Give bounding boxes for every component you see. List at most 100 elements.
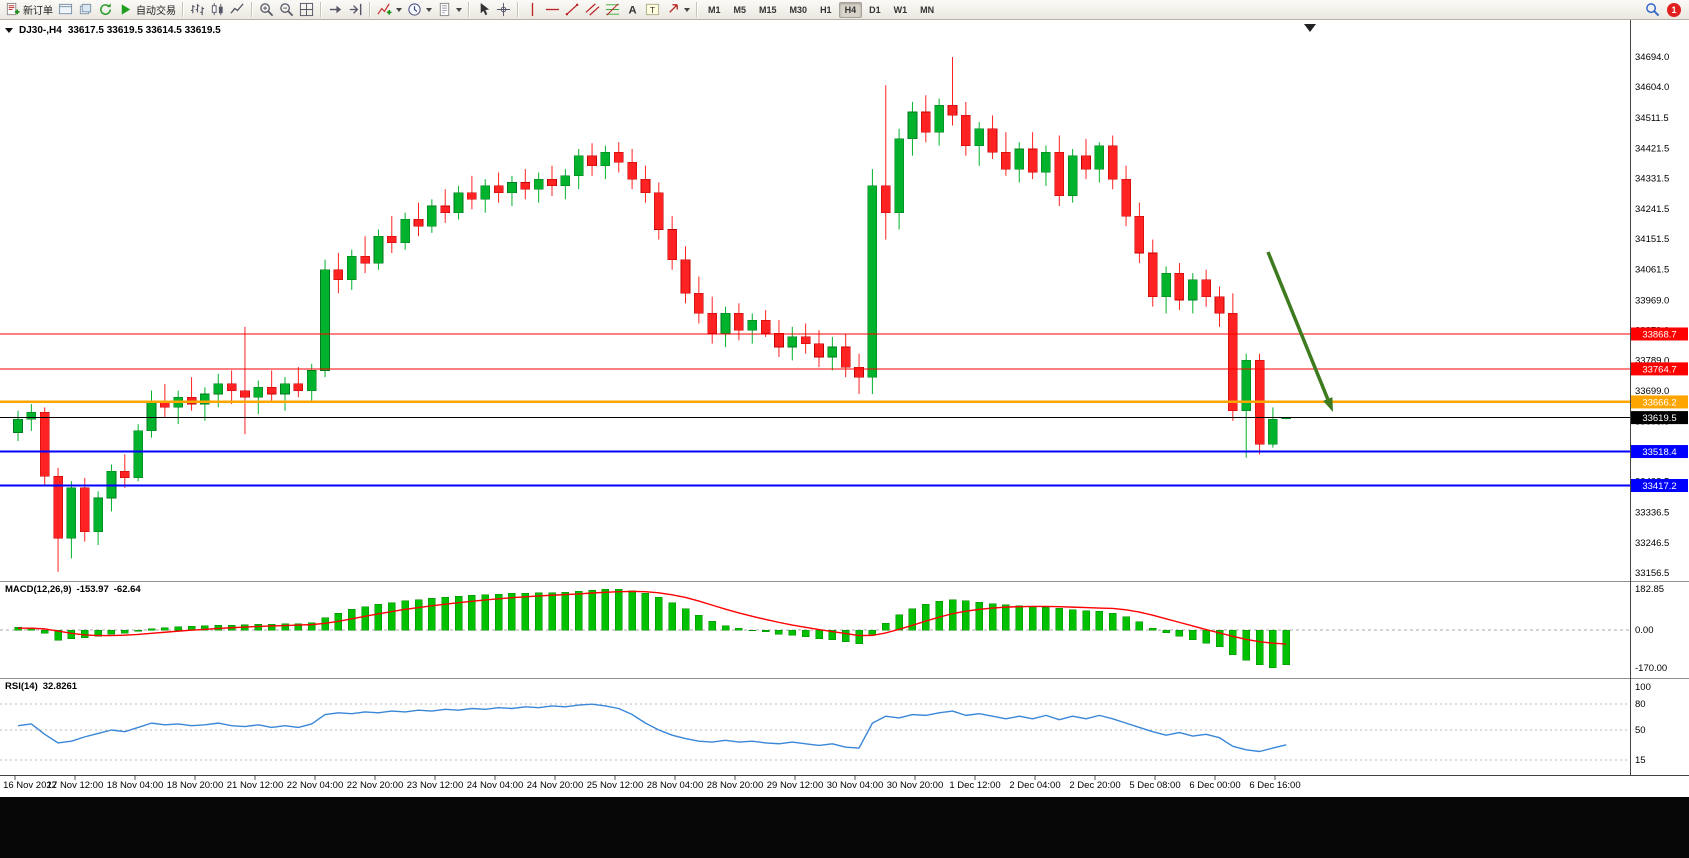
- time-axis-label: 6 Dec 00:00: [1189, 780, 1240, 791]
- macd-histogram-bar: [1082, 610, 1090, 631]
- candle: [787, 336, 798, 348]
- time-axis-label: 25 Nov 12:00: [587, 780, 644, 791]
- macd-histogram-bar: [882, 623, 890, 631]
- macd-histogram-bar: [481, 594, 489, 631]
- macd-histogram-bar: [67, 629, 76, 640]
- clock-icon: [408, 3, 421, 16]
- search-icon: [1646, 3, 1660, 17]
- price-tick-label: 34694.0: [1635, 52, 1669, 63]
- toolbar-text-label-button[interactable]: T: [643, 1, 662, 19]
- toolbar-separator: [517, 2, 519, 17]
- time-axis-label: 22 Nov 04:00: [287, 780, 344, 791]
- candle: [240, 390, 250, 398]
- toolbar-line-chart-button[interactable]: [228, 1, 247, 19]
- candle: [39, 412, 50, 477]
- toolbar-refresh-button[interactable]: [96, 1, 115, 19]
- timeframe-button-d1[interactable]: D1: [869, 4, 881, 15]
- hline-icon: [545, 8, 560, 11]
- price-tick-label: 34511.5: [1635, 113, 1669, 124]
- candle: [1001, 152, 1011, 170]
- candle: [1214, 296, 1225, 314]
- time-axis-label: 28 Nov 04:00: [647, 780, 704, 791]
- toolbar-cursor-button[interactable]: [474, 1, 493, 19]
- timeframe-button-h1[interactable]: H1: [820, 4, 832, 15]
- notification-badge[interactable]: 1: [1667, 2, 1681, 17]
- timeframe-button-m30[interactable]: M30: [789, 4, 808, 15]
- macd-histogram-bar: [721, 625, 730, 631]
- toolbar-market-watch-button[interactable]: [76, 1, 95, 19]
- toolbar-templates-button[interactable]: [435, 1, 464, 19]
- toolbar-bar-chart-button[interactable]: [188, 1, 207, 19]
- toolbar-chart-shift-button[interactable]: [346, 1, 365, 19]
- candle: [1027, 148, 1038, 173]
- macd-histogram-bar: [1175, 629, 1184, 637]
- macd-histogram-bar: [775, 629, 783, 635]
- candle: [653, 192, 664, 230]
- time-axis-label: 6 Dec 16:00: [1249, 780, 1300, 791]
- timeframe-button-w1[interactable]: W1: [893, 4, 908, 15]
- toolbar-candlestick-chart-button[interactable]: [208, 1, 227, 19]
- candle: [1201, 279, 1211, 297]
- toolbar-equidistant-channel-button[interactable]: [583, 1, 602, 19]
- macd-axis-label: -170.00: [1635, 663, 1667, 674]
- timeframe-button-m1[interactable]: M1: [708, 4, 721, 15]
- candle: [400, 219, 410, 244]
- price-level-badge: [1631, 327, 1688, 341]
- toolbar-zoom-out-button[interactable]: [277, 1, 296, 19]
- toolbar-arrows-button[interactable]: [663, 1, 692, 19]
- rsi-line: [17, 703, 1287, 753]
- candle-icon: [211, 2, 223, 16]
- candle: [800, 336, 811, 344]
- crosshair-icon: [496, 2, 511, 17]
- macd-histogram-bar: [468, 595, 476, 631]
- price-tick-label: 34421.5: [1635, 143, 1669, 154]
- macd-histogram-bar: [935, 601, 943, 631]
- toolbar-zoom-in-button[interactable]: [257, 1, 276, 19]
- candle: [146, 400, 157, 432]
- macd-histogram-bar: [655, 597, 663, 631]
- candle: [266, 386, 277, 395]
- candle: [480, 185, 491, 200]
- toolbar-tile-windows-button[interactable]: [297, 1, 316, 19]
- macd-histogram-bar: [441, 597, 449, 631]
- price-tick-label: 34241.5: [1635, 204, 1669, 215]
- rsi-label: RSI(14): [5, 681, 38, 692]
- toolbar-auto-scroll-button[interactable]: [326, 1, 345, 19]
- timeframe-button-m15[interactable]: M15: [759, 4, 777, 15]
- timeframe-button-mn[interactable]: MN: [920, 4, 935, 15]
- chart-shift-marker[interactable]: [1304, 24, 1316, 32]
- macd-main-value: -153.97: [76, 584, 109, 595]
- candle: [1041, 152, 1051, 173]
- macd-histogram-bar: [962, 600, 970, 631]
- timeframe-button-h4[interactable]: H4: [838, 1, 863, 18]
- toolbar-indicators-button[interactable]: [375, 1, 404, 19]
- price-tick-label: 33969.0: [1635, 295, 1669, 306]
- candle: [427, 205, 437, 227]
- price-level-badge-text: 33518.4: [1642, 447, 1676, 458]
- search-icon[interactable]: [1643, 1, 1662, 19]
- toolbar-crosshair-button[interactable]: [494, 1, 513, 19]
- trend-arrow-annotation[interactable]: [1266, 251, 1330, 400]
- candle: [680, 259, 691, 294]
- toolbar-trendline-button[interactable]: [563, 1, 582, 19]
- toolbar-separator: [320, 2, 322, 17]
- toolbar-right-group: 1: [1643, 1, 1686, 19]
- candle: [413, 219, 424, 227]
- toolbar-text-button[interactable]: A: [623, 1, 642, 19]
- toolbar-horizontal-line-button[interactable]: [543, 1, 562, 19]
- toolbar-autotrading-button[interactable]: 自动交易: [116, 1, 178, 19]
- toolbar-left-group: 新订单 自动交易 A T M1 M5 M15 M30 H1 H4 D1 W1 MN: [3, 0, 1643, 19]
- macd-histogram-bar: [1282, 629, 1290, 665]
- toolbar-charts-window-button[interactable]: [56, 1, 75, 19]
- timeframe-button-m5[interactable]: M5: [733, 4, 747, 15]
- macd-axis-label: 182.85: [1635, 584, 1664, 595]
- toolbar-new-order-button[interactable]: 新订单: [3, 1, 55, 19]
- candle: [1268, 418, 1278, 445]
- chevron-down-icon[interactable]: [5, 28, 13, 33]
- toolbar-fibonacci-button[interactable]: [603, 1, 622, 19]
- trend-arrow-head: [1323, 397, 1333, 412]
- toolbar-periods-button[interactable]: [405, 1, 434, 19]
- rsi-indicator-header: RSI(14) 32.8261: [5, 681, 77, 692]
- toolbar-vertical-line-button[interactable]: [523, 1, 542, 19]
- price-chart: 34694.0 34604.0 34511.5 34421.5 34331.5 34241…: [0, 20, 1689, 791]
